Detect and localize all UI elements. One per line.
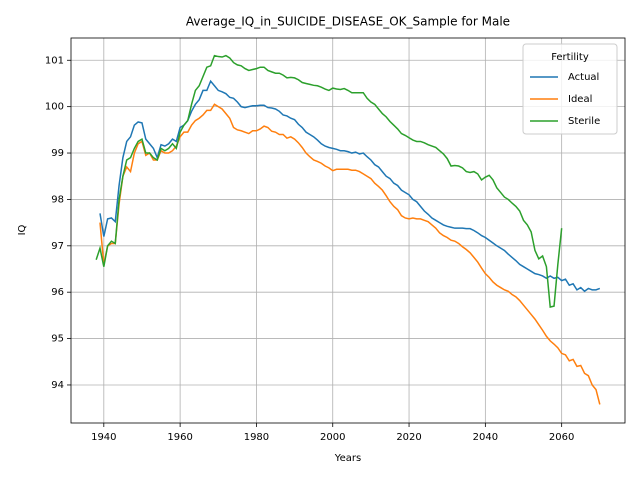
y-tick-label: 99 [51,148,64,159]
y-tick-label: 101 [45,55,64,66]
x-tick-label: 1960 [167,432,192,443]
y-tick-label: 95 [51,334,64,345]
y-tick-label: 94 [51,380,64,391]
x-tick-label: 2040 [473,432,498,443]
axes-frame [70,37,626,424]
x-tick-label: 2060 [549,432,574,443]
legend-label: Sterile [568,116,600,127]
y-axis-label: IQ [17,224,28,235]
legend-label: Ideal [568,94,592,105]
x-tick-label: 2020 [396,432,421,443]
chart-title: Average_IQ_in_SUICIDE_DISEASE_OK_Sample … [186,15,510,29]
x-tick-label: 2000 [320,432,345,443]
legend-box [522,43,618,135]
x-tick-label: 1980 [244,432,269,443]
legend-title: Fertility [551,52,589,63]
y-tick-label: 97 [51,241,64,252]
x-tick-label: 1940 [91,432,116,443]
y-tick-label: 100 [45,102,64,113]
legend-label: Actual [568,72,599,83]
x-axis-label: Years [334,453,361,464]
y-tick-label: 96 [51,287,64,298]
line [95,54,563,308]
y-tick-label: 98 [51,194,64,205]
line [99,103,601,405]
